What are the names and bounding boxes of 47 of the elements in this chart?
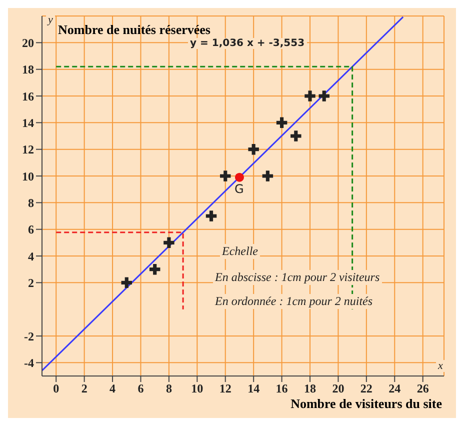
y-axis-title: Nombre de nuités réservées	[58, 22, 210, 38]
y-tick-label: 16	[22, 89, 34, 104]
point	[206, 210, 217, 222]
point	[149, 264, 160, 275]
x-tick-label: 10	[191, 382, 204, 396]
y-tick-label: 14	[22, 116, 34, 130]
point	[234, 172, 244, 182]
x-tick-label: 12	[219, 382, 232, 396]
y-tick-label: 6	[28, 222, 34, 237]
point	[276, 117, 288, 128]
x-tick-label: 6	[138, 382, 144, 396]
y-tick-label: 12	[22, 142, 34, 157]
x-tick-label: 16	[276, 382, 288, 396]
point	[248, 144, 259, 155]
annotation: En ordonnée : 1cm pour 2 nuités	[213, 294, 375, 309]
x-tick-label: 22	[360, 382, 372, 396]
x-axis-title: Nombre de visiteurs du site	[290, 396, 442, 412]
point	[164, 237, 174, 248]
x-tick-label: 18	[304, 382, 316, 396]
point	[220, 170, 231, 182]
point	[304, 90, 316, 102]
x-tick-label: 26	[416, 382, 429, 396]
point	[121, 277, 132, 288]
x-tick-label: 4	[110, 382, 116, 396]
annotation: y	[46, 14, 55, 26]
y-tick-label: 4	[28, 249, 34, 264]
y-tick-label: 10	[22, 169, 34, 184]
point	[262, 170, 274, 182]
x-tick-label: 2	[81, 382, 88, 396]
annotation: G	[234, 182, 244, 196]
y-tick-label: 18	[22, 62, 34, 77]
annotation: En abscisse : 1cm pour 2 visiteurs	[213, 270, 382, 285]
y-tick-label: -4	[24, 356, 34, 370]
x-tick-label: 20	[332, 382, 344, 396]
y-tick-label: 8	[28, 196, 34, 210]
x-tick-label: 8	[166, 382, 172, 396]
point	[318, 90, 330, 102]
y-tick-label: 20	[22, 36, 34, 50]
x-tick-label: 24	[388, 382, 401, 396]
point	[290, 130, 302, 142]
x-tick-label: 14	[248, 382, 260, 396]
x-tick-label: 0	[53, 382, 60, 396]
annotation: Echelle	[220, 244, 260, 259]
y-tick-label: -2	[24, 329, 34, 344]
y-tick-label: 2	[28, 276, 34, 290]
annotation: y = 1,036 x + -3,553	[188, 38, 307, 49]
annotation: x	[436, 360, 445, 372]
